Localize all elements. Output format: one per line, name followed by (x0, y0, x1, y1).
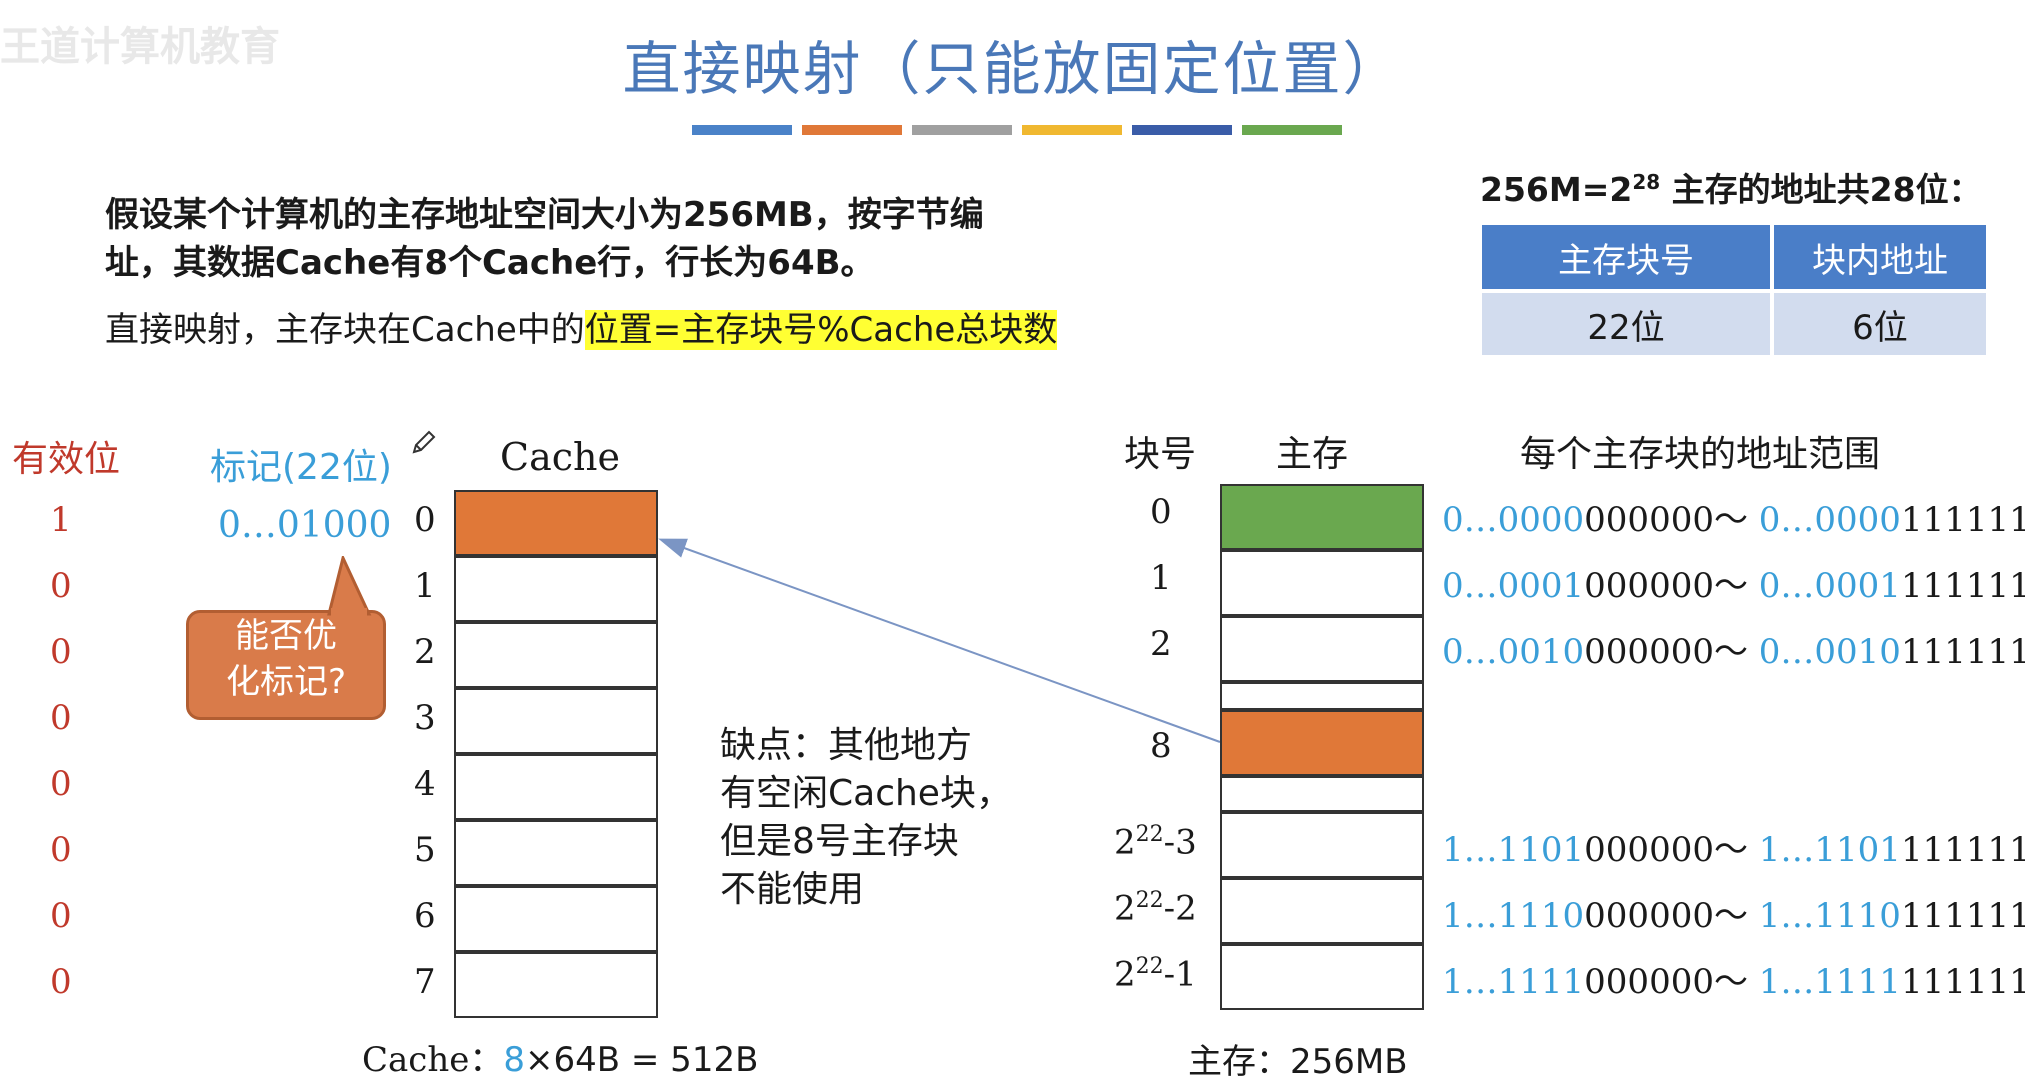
tag-label: 标记(22位) (210, 447, 392, 488)
color-bar-6 (1242, 125, 1342, 135)
cache-line-0 (454, 490, 658, 556)
address-title-pre: 256M=2 (1480, 170, 1633, 209)
mem-block-n3 (1220, 812, 1424, 878)
note-line-4: 不能使用 (720, 869, 865, 910)
cache-row-number-7: 7 (414, 962, 436, 1002)
color-bar-3 (912, 125, 1012, 135)
mem-block-number-n3: 222-3 (1114, 822, 1197, 863)
cache-size-rest: ×64B = 512B (525, 1040, 759, 1080)
problem-line-2: 址，其数据Cache有8个Cache行，行长为64B。 (105, 243, 875, 283)
color-bar-5 (1132, 125, 1232, 135)
cache-size-count: 8 (503, 1040, 525, 1080)
tag-value-row-0: 0…01000 (218, 505, 392, 546)
mem-block-number-1: 1 (1150, 558, 1172, 598)
note-line-1: 缺点：其他地方 (720, 725, 973, 766)
cache-size-label: Cache： (362, 1040, 504, 1080)
cache-row-number-3: 3 (414, 698, 436, 738)
cache-line-2 (454, 622, 658, 688)
color-bar-2 (802, 125, 902, 135)
watermark: 王道计算机教育 (0, 24, 280, 70)
cache-size-formula: Cache：8×64B = 512B (362, 1032, 758, 1081)
mapping-rule-formula: 位置=主存块号%Cache总块数 (584, 310, 1058, 350)
range-block-n3: 1…1101000000～ 1…1101111111 (1442, 830, 2025, 870)
address-format-table: 主存块号 块内地址 22位 6位 (1482, 225, 1986, 355)
cache-row-number-6: 6 (414, 896, 436, 936)
mem-block-number-0: 0 (1150, 492, 1172, 532)
mapping-rule-prefix: 直接映射，主存块在Cache中的 (105, 310, 585, 350)
mem-block-n1 (1220, 944, 1424, 1010)
valid-bit-1: 0 (50, 566, 72, 606)
mem-block-number-n1: 222-1 (1114, 954, 1197, 995)
address-bits-title: 256M=228 主存的地址共28位： (1480, 163, 1982, 211)
range-block-n2: 1…1110000000～ 1…1110111111 (1442, 896, 2025, 936)
cache-title: Cache (500, 435, 620, 479)
mem-block-1 (1220, 550, 1424, 616)
cache-line-4 (454, 754, 658, 820)
mem-block-2 (1220, 616, 1424, 682)
header-block-offset: 块内地址 (1772, 225, 1986, 291)
valid-bit-2: 0 (50, 632, 72, 672)
cache-row-number-5: 5 (414, 830, 436, 870)
range-block-0: 0…0000000000～ 0…0000111111 (1442, 500, 2025, 540)
valid-bit-0: 1 (50, 500, 72, 540)
note-line-2: 有空闲Cache块， (720, 773, 1012, 814)
address-title-exp: 28 (1632, 170, 1661, 194)
valid-bit-4: 0 (50, 764, 72, 804)
cache-row-number-1: 1 (414, 566, 436, 606)
note-line-3: 但是8号主存块 (720, 821, 959, 862)
valid-bit-label: 有效位 (12, 439, 121, 480)
address-range-title: 每个主存块的地址范围 (1520, 434, 1881, 475)
callout-pointer (325, 553, 375, 618)
cache-row-number-2: 2 (414, 632, 436, 672)
callout-line-1: 能否优 (235, 616, 337, 656)
pencil-icon (408, 428, 438, 458)
mem-block-number-8: 8 (1150, 726, 1172, 766)
cache-row-number-4: 4 (414, 764, 436, 804)
value-block-number-bits: 22位 (1482, 289, 1774, 355)
cache-line-6 (454, 886, 658, 952)
header-block-number: 主存块号 (1482, 225, 1774, 291)
color-bar-1 (692, 125, 792, 135)
block-number-label: 块号 (1124, 434, 1197, 475)
valid-bit-5: 0 (50, 830, 72, 870)
slide-title: 直接映射（只能放固定位置） (622, 35, 1403, 103)
color-bar-4 (1022, 125, 1122, 135)
mem-block-n2 (1220, 878, 1424, 944)
cache-line-3 (454, 688, 658, 754)
mapping-rule: 直接映射，主存块在Cache中的位置=主存块号%Cache总块数 (105, 305, 1058, 355)
address-title-post: 主存的地址共28位： (1660, 170, 1982, 209)
drawback-note: 缺点：其他地方 有空闲Cache块， 但是8号主存块 不能使用 (720, 722, 1012, 914)
cache-line-7 (454, 952, 658, 1018)
mem-block-0 (1220, 484, 1424, 550)
valid-bit-7: 0 (50, 962, 72, 1002)
range-block-1: 0…0001000000～ 0…0001111111 (1442, 566, 2025, 606)
memory-size: 主存：256MB (1188, 1042, 1408, 1082)
range-block-n1: 1…1111000000～ 1…1111111111 (1442, 962, 2025, 1002)
range-block-2: 0…0010000000～ 0…0010111111 (1442, 632, 2025, 672)
cache-line-5 (454, 820, 658, 886)
valid-bit-6: 0 (50, 896, 72, 936)
mem-block-gap-1 (1220, 682, 1424, 710)
problem-line-1: 假设某个计算机的主存地址空间大小为256MB，按字节编 (105, 195, 984, 235)
memory-title: 主存 (1276, 434, 1349, 475)
value-block-offset-bits: 6位 (1772, 289, 1986, 355)
mem-block-gap-2 (1220, 776, 1424, 812)
cache-line-1 (454, 556, 658, 622)
valid-bit-3: 0 (50, 698, 72, 738)
callout-line-2: 化标记? (225, 662, 347, 702)
cache-row-number-0: 0 (414, 500, 436, 540)
mem-block-number-2: 2 (1150, 624, 1172, 664)
optimize-tag-callout: 能否优 化标记? (186, 610, 386, 720)
mem-block-8 (1220, 710, 1424, 776)
mem-block-number-n2: 222-2 (1114, 888, 1197, 929)
